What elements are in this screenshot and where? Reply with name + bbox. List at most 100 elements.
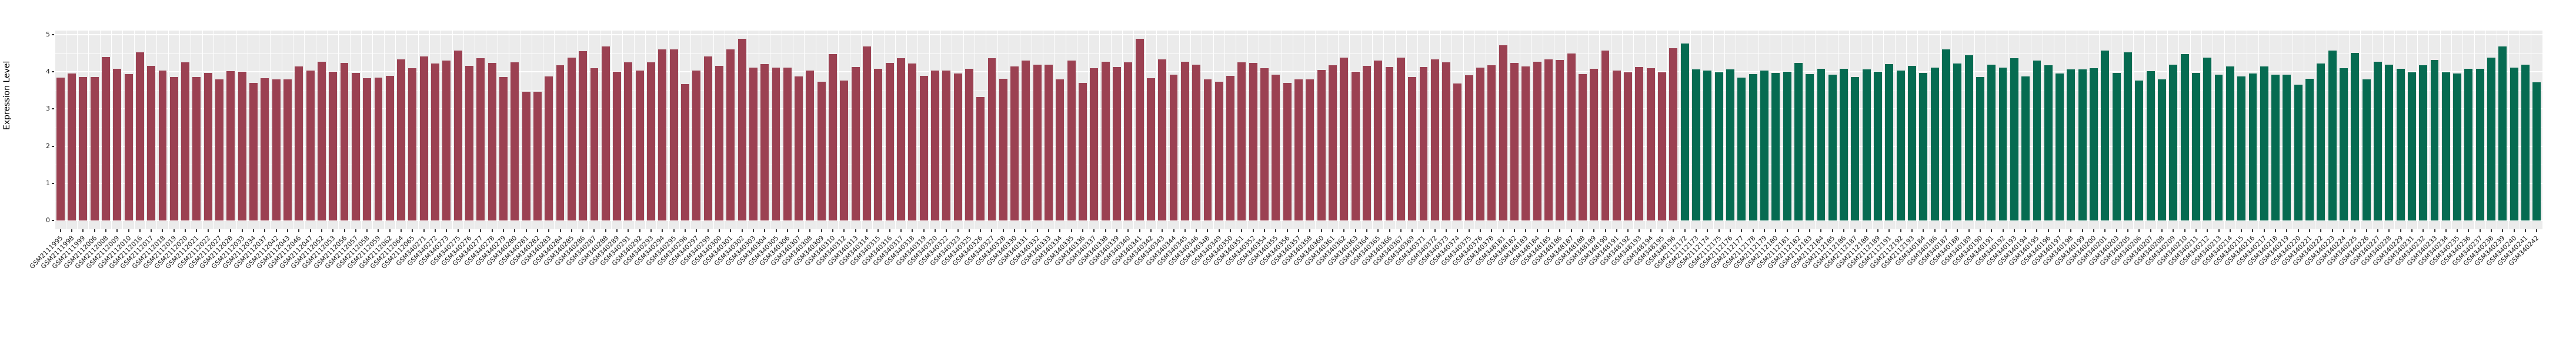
x-tick-mark <box>1412 229 1413 232</box>
vertical-gridline <box>1588 31 1589 229</box>
bar-GSM348195 <box>1658 72 1667 220</box>
bar-GSM340331 <box>1022 60 1030 220</box>
vertical-gridline <box>1122 31 1123 229</box>
bar-GSM2112185 <box>1828 75 1837 220</box>
vertical-gridline <box>168 31 169 229</box>
bar-GSM348189 <box>1590 69 1599 220</box>
bar-GSM340218 <box>2271 75 2280 220</box>
bar-GSM340201 <box>2101 50 2110 220</box>
bar-GSM340191 <box>1987 65 1996 220</box>
bar-GSM2112042 <box>272 79 281 220</box>
x-tick-mark <box>2468 229 2470 232</box>
vertical-gridline <box>1917 31 1918 229</box>
vertical-gridline <box>2360 31 2361 229</box>
vertical-gridline <box>1621 31 1623 229</box>
vertical-gridline <box>1883 31 1884 229</box>
bar-GSM340337 <box>1090 68 1099 220</box>
bar-GSM340299 <box>703 56 712 220</box>
vertical-gridline <box>645 31 646 229</box>
x-tick-mark <box>2320 229 2322 232</box>
x-tick-mark <box>1116 229 1117 232</box>
x-tick-mark <box>1298 229 1299 232</box>
bar-GSM348190 <box>1601 51 1610 220</box>
bar-GSM340317 <box>897 58 905 220</box>
x-tick-mark <box>1559 229 1561 232</box>
bar-GSM340242 <box>2532 82 2541 220</box>
vertical-gridline <box>406 31 408 229</box>
bar-GSM340281 <box>522 91 530 220</box>
vertical-gridline <box>1679 31 1680 229</box>
vertical-gridline <box>963 31 964 229</box>
bar-GSM340323 <box>953 73 962 220</box>
x-tick-mark <box>378 229 379 232</box>
x-tick-mark <box>1809 229 1811 232</box>
x-tick-mark <box>2013 229 2015 232</box>
vertical-gridline <box>1701 31 1703 229</box>
vertical-gridline <box>1713 31 1714 229</box>
x-tick-mark <box>275 229 277 232</box>
x-tick-mark <box>1218 229 1220 232</box>
bar-GSM2112057 <box>351 73 360 220</box>
vertical-gridline <box>1315 31 1316 229</box>
bar-GSM340308 <box>806 71 815 220</box>
x-tick-mark <box>934 229 936 232</box>
x-tick-mark <box>1593 229 1595 232</box>
x-tick-mark <box>1673 229 1674 232</box>
x-tick-mark <box>286 229 288 232</box>
bar-GSM340375 <box>1464 75 1473 220</box>
x-tick-mark <box>2229 229 2231 232</box>
bar-GSM340198 <box>2067 69 2076 220</box>
bar-GSM2112006 <box>90 77 99 220</box>
bar-GSM2112034 <box>249 83 258 220</box>
bar-GSM340229 <box>2396 69 2405 220</box>
bar-GSM348191 <box>1612 70 1621 220</box>
x-tick-mark <box>355 229 356 232</box>
x-tick-mark <box>912 229 913 232</box>
vertical-gridline <box>2405 31 2407 229</box>
x-tick-mark <box>2275 229 2277 232</box>
vertical-gridline <box>327 31 328 229</box>
bar-GSM340364 <box>1362 66 1371 220</box>
x-tick-mark <box>128 229 129 232</box>
x-tick-mark <box>1696 229 1697 232</box>
x-tick-mark <box>900 229 902 232</box>
x-tick-mark <box>889 229 890 232</box>
x-tick-mark <box>1377 229 1379 232</box>
bar-GSM340277 <box>476 58 485 220</box>
vertical-gridline <box>2155 31 2157 229</box>
bar-GSM340235 <box>2453 73 2462 220</box>
vertical-gridline <box>429 31 430 229</box>
bar-GSM340217 <box>2260 66 2268 220</box>
y-tick-mark <box>52 108 54 110</box>
vertical-gridline <box>690 31 692 229</box>
x-tick-mark <box>1525 229 1527 232</box>
x-tick-mark <box>332 229 334 232</box>
vertical-gridline <box>361 31 362 229</box>
vertical-gridline <box>122 31 124 229</box>
x-tick-mark <box>946 229 947 232</box>
bar-GSM340332 <box>1033 64 1042 220</box>
x-tick-mark <box>1513 229 1515 232</box>
bar-GSM340228 <box>2385 64 2394 220</box>
x-tick-mark <box>1139 229 1140 232</box>
bar-GSM2112172 <box>1680 44 1689 220</box>
vertical-gridline <box>1849 31 1850 229</box>
bar-GSM2112058 <box>363 78 372 220</box>
bar-GSM340363 <box>1351 71 1360 220</box>
vertical-gridline <box>2462 31 2464 229</box>
vertical-gridline <box>1633 31 1634 229</box>
bar-GSM2112193 <box>1908 66 1916 220</box>
bar-GSM340199 <box>2078 69 2087 220</box>
bar-GSM340296 <box>681 84 689 220</box>
bar-GSM2112020 <box>181 62 190 220</box>
x-tick-mark <box>2104 229 2106 232</box>
x-tick-mark <box>1536 229 1538 232</box>
vertical-gridline <box>304 31 305 229</box>
bar-GSM340238 <box>2487 57 2496 220</box>
vertical-gridline <box>179 31 180 229</box>
bar-GSM2112046 <box>295 66 303 220</box>
bar-GSM2112064 <box>397 59 406 220</box>
x-tick-mark <box>1843 229 1845 232</box>
x-tick-mark <box>980 229 982 232</box>
x-tick-mark <box>309 229 311 232</box>
